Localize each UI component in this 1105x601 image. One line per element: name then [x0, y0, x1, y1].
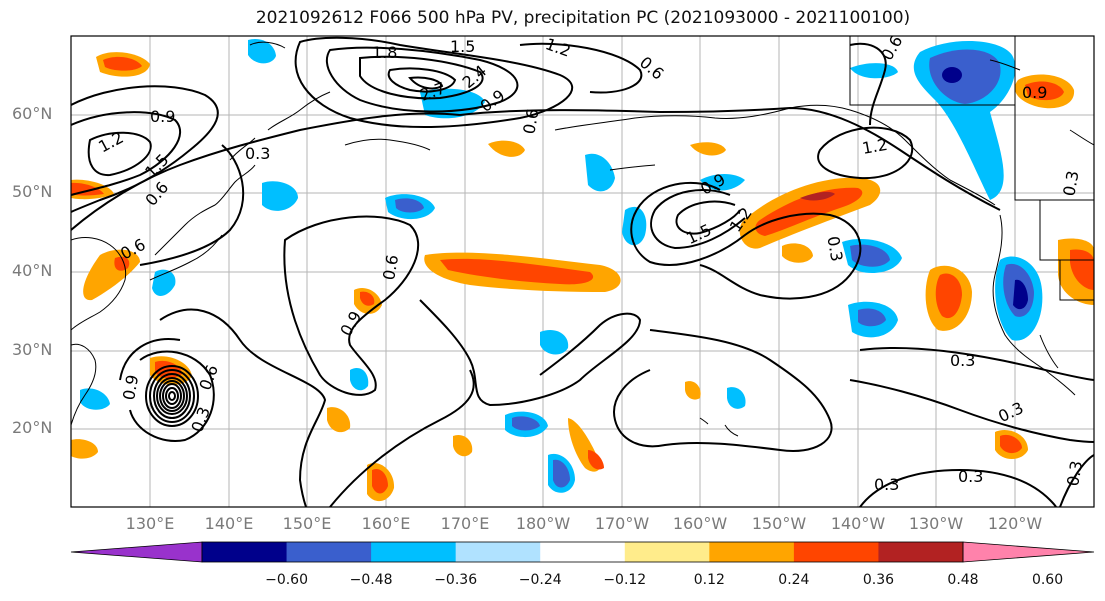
- map-frame: [70, 35, 1095, 508]
- precipitation-shading: [71, 38, 1094, 502]
- contour-label: 1.2: [861, 135, 889, 158]
- lat-label: 50°N: [12, 182, 53, 201]
- colorbar-extend-low: [70, 541, 203, 563]
- contour-label: 0.3: [950, 351, 975, 370]
- colorbar-tick-label: 0.48: [947, 572, 979, 588]
- colorbar-segment: [202, 542, 288, 562]
- colorbar-segment: [624, 542, 710, 562]
- contour-label: 0.9: [119, 373, 142, 401]
- colorbar-tick-label: 0.12: [693, 572, 725, 588]
- colorbar-tick-label: 0.60: [1031, 572, 1064, 588]
- lon-label: 140°W: [830, 514, 886, 533]
- lon-label: 130°W: [908, 514, 964, 533]
- colorbar-tick-label: −0.36: [434, 572, 478, 588]
- contour-label: 0.3: [245, 144, 270, 163]
- contour-label: 1.8: [372, 43, 397, 62]
- contour-label: 0.9: [1022, 83, 1047, 102]
- lon-label: 150°W: [751, 514, 807, 533]
- contour-label: 0.3: [874, 475, 899, 494]
- contour-label: 0.6: [519, 107, 542, 135]
- contour-label: 0.3: [1063, 459, 1086, 487]
- colorbar-extend-high: [962, 541, 1095, 563]
- colorbar-segment: [371, 542, 457, 562]
- colorbar-segment: [455, 542, 541, 562]
- lat-label: 60°N: [12, 104, 53, 123]
- lon-label: 170°E: [440, 514, 490, 533]
- colorbar-segment: [793, 542, 879, 562]
- colorbar-frame: [201, 541, 964, 563]
- contour-label: 0.6: [379, 253, 402, 281]
- contour-label: 0.3: [958, 467, 983, 486]
- lon-label: 160°E: [361, 514, 411, 533]
- lon-label: 140°E: [204, 514, 254, 533]
- contour-label: 1.5: [450, 37, 475, 56]
- colorbar-tick-label: −0.48: [349, 572, 393, 588]
- lon-label: 170°W: [594, 514, 650, 533]
- contour-label: 0.3: [1059, 169, 1082, 197]
- contour-label: 0.9: [150, 107, 175, 126]
- colorbar-segment: [878, 542, 964, 562]
- colorbar-tick-label: 0.24: [778, 572, 810, 588]
- colorbar-tick-label: −0.12: [603, 572, 647, 588]
- lat-label: 20°N: [12, 418, 53, 437]
- lon-label: 160°W: [672, 514, 728, 533]
- colorbar-segment: [286, 542, 372, 562]
- contour-label: 0.3: [823, 235, 846, 263]
- lat-label: 30°N: [12, 340, 53, 359]
- colorbar-tick-label: −0.24: [518, 572, 562, 588]
- map-title: 2021092612 F066 500 hPa PV, precipitatio…: [255, 8, 911, 28]
- lon-label: 120°W: [987, 514, 1043, 533]
- coastlines: [71, 36, 1094, 437]
- lon-label: 130°E: [125, 514, 175, 533]
- lon-label: 150°E: [282, 514, 332, 533]
- colorbar-tick-label: 0.36: [862, 572, 895, 588]
- lat-label: 40°N: [12, 261, 53, 280]
- lon-label: 180°W: [515, 514, 571, 533]
- pv-contours: [71, 36, 1094, 507]
- colorbar-tick-label: −0.60: [265, 572, 308, 588]
- colorbar-segment: [709, 542, 795, 562]
- colorbar-segment: [540, 542, 626, 562]
